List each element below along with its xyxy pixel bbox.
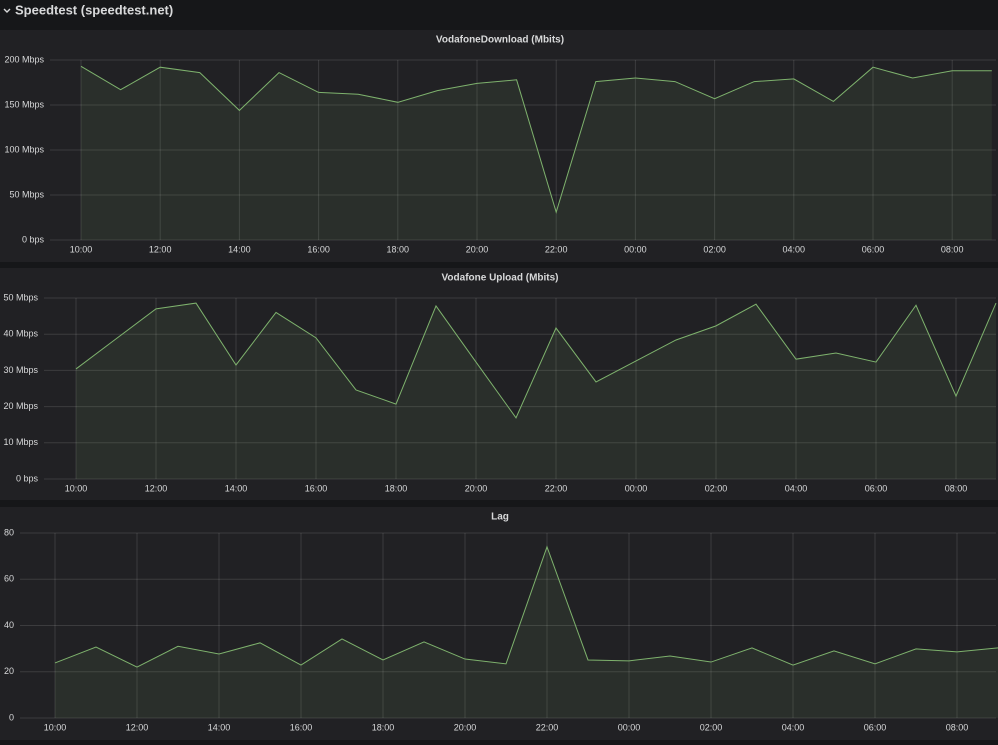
- x-tick-label: 16:00: [290, 722, 313, 732]
- y-tick-label: 10 Mbps: [3, 437, 38, 447]
- y-tick-label: 30 Mbps: [3, 365, 38, 375]
- x-tick-label: 20:00: [466, 244, 489, 254]
- y-tick-label: 50 Mbps: [9, 189, 44, 199]
- panel: [0, 30, 998, 262]
- x-tick-label: 02:00: [700, 722, 723, 732]
- y-tick-label: 0 bps: [22, 234, 45, 244]
- x-tick-label: 22:00: [536, 722, 559, 732]
- x-tick-label: 00:00: [618, 722, 641, 732]
- x-tick-label: 00:00: [624, 244, 647, 254]
- x-tick-label: 14:00: [208, 722, 231, 732]
- y-tick-label: 0 bps: [16, 473, 39, 483]
- row-title[interactable]: Speedtest (speedtest.net): [15, 2, 173, 17]
- x-tick-label: 02:00: [705, 483, 728, 493]
- y-tick-label: 0: [9, 712, 14, 722]
- y-tick-label: 20: [4, 666, 14, 676]
- x-tick-label: 20:00: [454, 722, 477, 732]
- area-fill: [81, 66, 992, 240]
- collapse-chevron[interactable]: [3, 8, 11, 13]
- x-tick-label: 04:00: [782, 722, 805, 732]
- x-tick-label: 14:00: [228, 244, 251, 254]
- x-tick-label: 10:00: [70, 244, 93, 254]
- series-line: [80, 65, 992, 214]
- x-tick-label: 18:00: [385, 483, 408, 493]
- x-tick-label: 04:00: [783, 244, 806, 254]
- x-tick-label: 10:00: [65, 483, 88, 493]
- y-tick-label: 200 Mbps: [4, 54, 44, 64]
- x-tick-label: 08:00: [945, 483, 968, 493]
- y-tick-label: 20 Mbps: [3, 401, 38, 411]
- x-tick-label: 00:00: [625, 483, 648, 493]
- x-tick-label: 06:00: [864, 722, 887, 732]
- x-tick-label: 12:00: [126, 722, 149, 732]
- x-tick-label: 02:00: [703, 244, 726, 254]
- x-tick-label: 16:00: [305, 483, 328, 493]
- x-tick-label: 22:00: [545, 483, 568, 493]
- x-tick-label: 18:00: [372, 722, 395, 732]
- series-line: [54, 545, 998, 668]
- x-tick-label: 16:00: [307, 244, 330, 254]
- panel: [0, 507, 998, 740]
- panel: [0, 268, 998, 500]
- x-tick-label: 12:00: [145, 483, 168, 493]
- x-tick-label: 22:00: [545, 244, 568, 254]
- panel-title: Lag: [491, 512, 509, 523]
- x-tick-label: 14:00: [225, 483, 248, 493]
- y-tick-label: 100 Mbps: [4, 144, 44, 154]
- x-tick-label: 06:00: [862, 244, 885, 254]
- y-tick-label: 80: [4, 527, 14, 537]
- x-tick-label: 18:00: [387, 244, 410, 254]
- x-tick-label: 08:00: [946, 722, 969, 732]
- y-tick-label: 40 Mbps: [3, 329, 38, 339]
- y-tick-label: 50 Mbps: [3, 292, 38, 302]
- panel-title: VodafoneDownload (Mbits): [436, 35, 564, 46]
- area-fill: [76, 303, 996, 479]
- y-tick-label: 40: [4, 620, 14, 630]
- area-fill: [55, 546, 998, 718]
- series-line: [75, 302, 997, 419]
- x-tick-label: 12:00: [149, 244, 172, 254]
- y-tick-label: 150 Mbps: [4, 99, 44, 109]
- x-tick-label: 04:00: [785, 483, 808, 493]
- y-tick-label: 60: [4, 574, 14, 584]
- x-tick-label: 20:00: [465, 483, 488, 493]
- x-tick-label: 08:00: [941, 244, 964, 254]
- x-tick-label: 06:00: [865, 483, 888, 493]
- panel-title: Vodafone Upload (Mbits): [441, 273, 558, 284]
- x-tick-label: 10:00: [44, 722, 67, 732]
